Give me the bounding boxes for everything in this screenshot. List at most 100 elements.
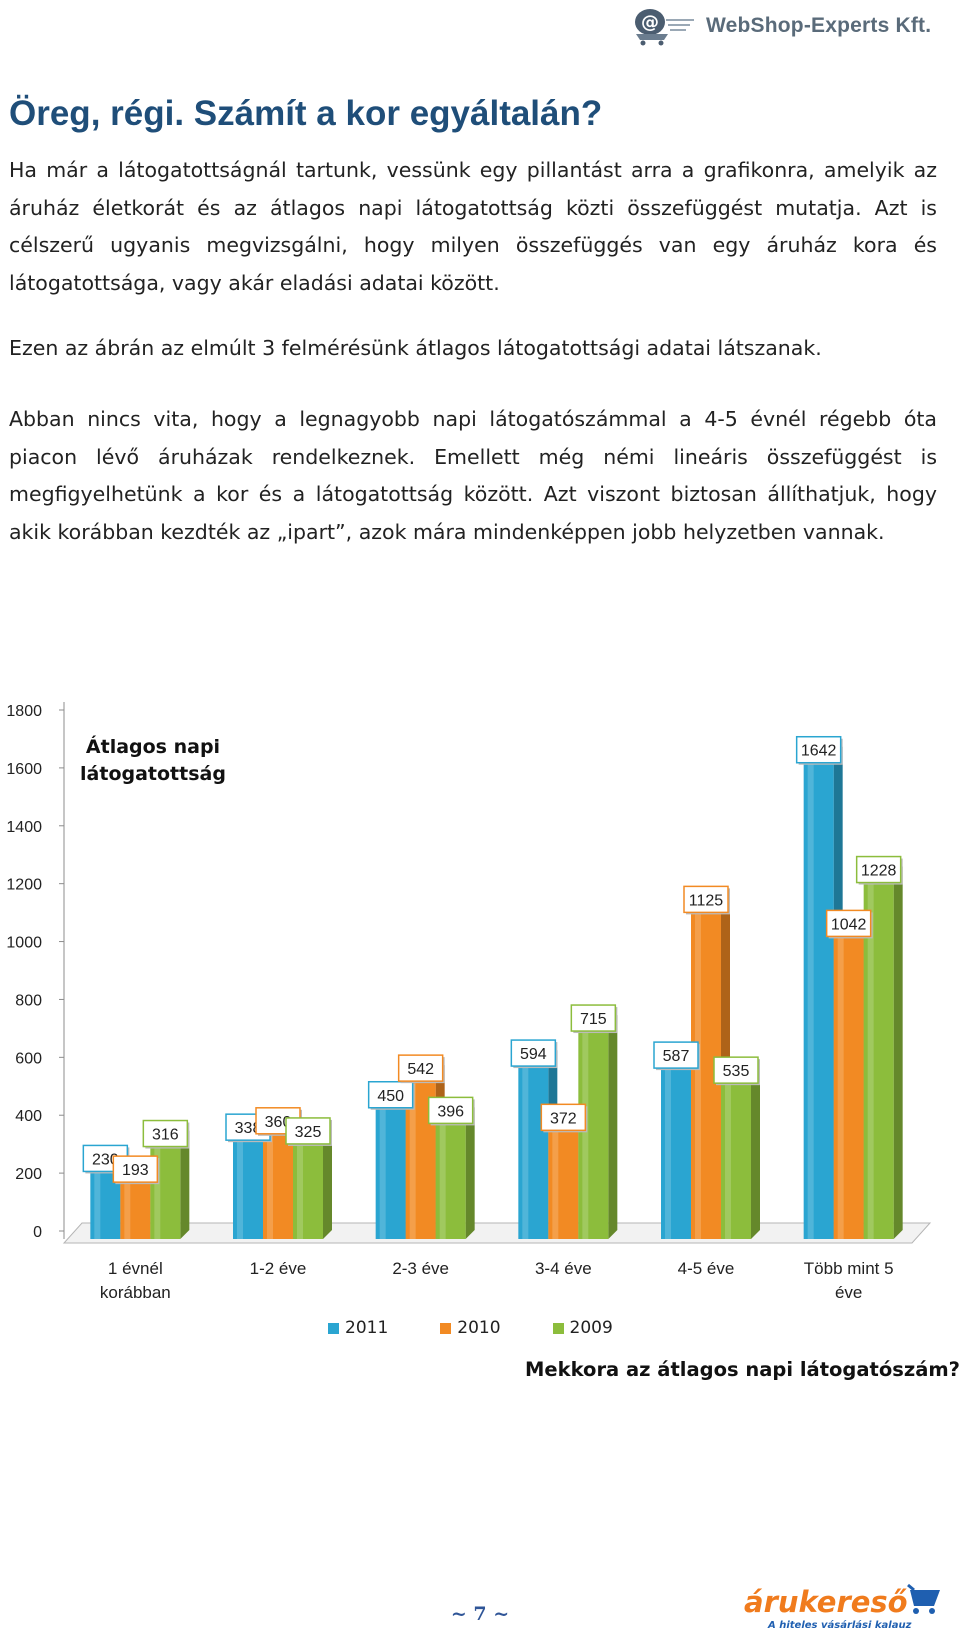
bar (721, 1076, 751, 1239)
bar-side (323, 1127, 332, 1239)
data-label-box (367, 1081, 414, 1109)
bar (803, 755, 834, 1239)
bar-highlight (297, 1136, 303, 1239)
arukereso-tagline: A hiteles vásárlási kalauz (767, 1619, 912, 1631)
data-label-box (510, 1039, 557, 1067)
data-label-box (570, 1004, 617, 1032)
data-label-box (427, 1096, 474, 1125)
data-label-box (825, 909, 872, 938)
x-tick-label: 1 évnél korábban (100, 1259, 171, 1302)
data-label-box (397, 1054, 444, 1082)
legend-swatch (328, 1322, 339, 1334)
data-label: 542 (407, 1061, 434, 1078)
cart-icon (910, 1590, 940, 1606)
legend-item-2011: 2011 (328, 1318, 388, 1338)
data-label: 230 (92, 1151, 119, 1168)
y-tick-label: 800 (15, 992, 42, 1009)
paragraph-2: Ezen az ábrán az elmúlt 3 felmérésünk át… (9, 336, 822, 360)
y-tick-label: 0 (33, 1224, 42, 1241)
bar (833, 929, 864, 1239)
data-label: 372 (550, 1110, 577, 1127)
bar-side (608, 1015, 618, 1239)
legend-label: 2010 (457, 1318, 501, 1338)
y-tick-label: 1800 (6, 703, 42, 720)
chart-floor (62, 1222, 932, 1244)
y-tick-label: 600 (15, 1050, 42, 1067)
x-tick-label: 2-3 éve (392, 1259, 449, 1278)
bar-highlight (94, 1164, 101, 1239)
arukereso-logo-svg: árukereső A hiteles vásárlási kalauz (744, 1583, 940, 1631)
data-label-box (540, 1103, 587, 1132)
data-label: 594 (520, 1046, 547, 1063)
y-tick-label: 1000 (6, 935, 42, 952)
bar-highlight (267, 1126, 273, 1239)
bar-side (893, 866, 903, 1239)
bar-highlight (124, 1175, 131, 1239)
bar-highlight (379, 1100, 386, 1239)
bar-highlight (665, 1061, 671, 1239)
data-label: 360 (265, 1114, 292, 1131)
legend-label: 2009 (569, 1318, 613, 1338)
bar (293, 1136, 323, 1239)
data-label: 535 (723, 1063, 750, 1080)
data-label: 587 (663, 1048, 690, 1065)
y-tick-label: 200 (15, 1166, 42, 1183)
data-label: 1228 (861, 863, 897, 880)
paragraph-3: Abban nincs vita, hogy a legnagyobb napi… (9, 407, 937, 544)
legend-item-2009: 2009 (552, 1318, 613, 1338)
legend-swatch (440, 1322, 452, 1334)
bar (518, 1059, 549, 1239)
data-label: 316 (152, 1127, 179, 1144)
data-label-box (285, 1117, 331, 1145)
chart-title: Átlagos napi látogatottság (80, 736, 226, 785)
x-tick-label: Több mint 5 éve (804, 1259, 894, 1302)
data-label-box (683, 885, 729, 914)
data-label: 1125 (689, 892, 724, 909)
data-label-box (795, 735, 842, 764)
bar (661, 1061, 691, 1239)
webshop-experts-logo: @ WebShop-Experts Kft. (628, 4, 948, 48)
paragraph-1: Ha már a látogatottságnál tartunk, vessü… (9, 158, 937, 295)
x-tick-label: 4-5 éve (678, 1259, 735, 1278)
bar-highlight (522, 1059, 529, 1239)
y-tick-label: 400 (15, 1108, 42, 1125)
legend-swatch (552, 1322, 564, 1334)
bar-highlight (807, 755, 814, 1239)
bar-highlight (552, 1123, 559, 1239)
data-label: 715 (580, 1011, 607, 1028)
bar-highlight (725, 1076, 731, 1239)
bar (233, 1133, 263, 1239)
y-tick-label: 1200 (6, 877, 42, 894)
data-label: 396 (437, 1103, 464, 1120)
data-label: 1042 (831, 916, 867, 933)
bar (435, 1116, 466, 1239)
y-tick-label: 1400 (6, 819, 42, 836)
data-label: 325 (295, 1124, 322, 1141)
bar (375, 1100, 406, 1239)
x-tick-label: 3-4 éve (535, 1259, 592, 1278)
chart-legend: 2011 2010 2009 (328, 1318, 613, 1338)
bar-highlight (695, 905, 701, 1239)
bar-side (465, 1107, 475, 1239)
legend-label: 2011 (345, 1318, 389, 1338)
data-label-box (653, 1041, 699, 1069)
y-tick-label: 1600 (6, 761, 42, 778)
bar-highlight (867, 875, 874, 1239)
bar-highlight (237, 1133, 243, 1239)
data-label: 338 (235, 1120, 262, 1137)
data-label-box (713, 1056, 759, 1084)
bar-highlight (154, 1139, 161, 1239)
page-title: Öreg, régi. Számít a kor egyáltalán? (9, 94, 603, 133)
chart-caption: Mekkora az átlagos napi látogatószám? (525, 1358, 960, 1381)
bar-side (751, 1067, 760, 1239)
shopping-cart-email-icon: @ (635, 9, 694, 46)
arukereso-logo: árukereső A hiteles vásárlási kalauz (744, 1580, 944, 1632)
data-label-box (142, 1119, 189, 1148)
bar-highlight (837, 929, 844, 1239)
x-tick-label: 1-2 éve (250, 1259, 307, 1278)
data-label: 193 (122, 1162, 149, 1179)
bar-chart: 0 200 400 600 800 1000 1200 1400 1600 1800 230 193 3… (0, 690, 960, 1410)
logo-text: WebShop-Experts Kft. (706, 14, 932, 37)
bar (120, 1175, 151, 1239)
data-label: 1642 (801, 743, 837, 760)
